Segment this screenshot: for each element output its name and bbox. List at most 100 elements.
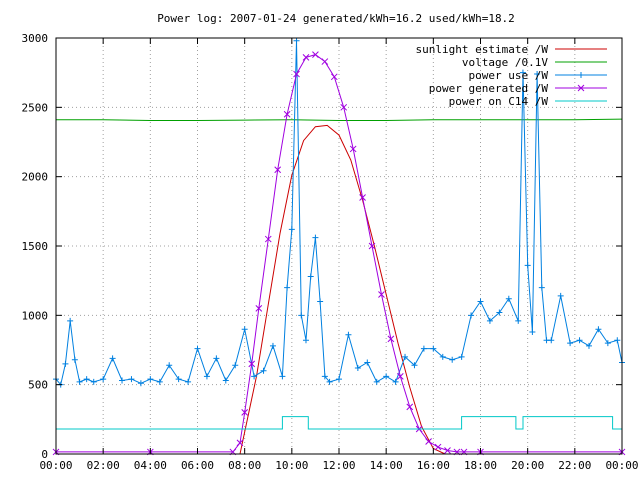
- y-tick-label: 500: [28, 379, 48, 392]
- series-1: [56, 118, 623, 121]
- data-point: [298, 312, 305, 319]
- legend-entry: power on C14 /W: [449, 95, 607, 108]
- legend-entry: voltage /0.1V: [462, 56, 607, 69]
- data-point: [585, 342, 592, 349]
- x-tick-label: 16:00: [417, 459, 450, 472]
- legend-label: sunlight estimate /W: [416, 43, 549, 56]
- data-point: [100, 376, 107, 383]
- data-point: [62, 360, 69, 367]
- series-4: [56, 416, 622, 430]
- data-point: [83, 376, 90, 383]
- chart-title: Power log: 2007-01-24 generated/kWh=16.2…: [157, 12, 515, 25]
- series-line: [56, 416, 622, 430]
- data-point: [222, 377, 229, 384]
- data-point: [359, 194, 366, 201]
- data-point: [406, 403, 414, 411]
- series-0: [239, 124, 446, 455]
- data-point: [538, 284, 545, 291]
- data-point: [175, 376, 182, 383]
- legend-label: power on C14 /W: [449, 95, 549, 108]
- legend-label: voltage /0.1V: [462, 56, 548, 69]
- y-tick-label: 2500: [22, 101, 49, 114]
- data-point: [274, 166, 282, 174]
- data-point: [248, 360, 256, 368]
- data-point: [147, 376, 154, 383]
- x-tick-label: 00:00: [39, 459, 72, 472]
- data-point: [293, 37, 300, 44]
- x-tick-label: 20:00: [511, 459, 544, 472]
- data-point: [194, 345, 201, 352]
- data-point: [312, 234, 319, 241]
- data-point: [411, 362, 418, 369]
- data-point: [302, 337, 309, 344]
- data-point: [67, 317, 74, 324]
- data-point: [402, 353, 409, 360]
- data-point: [321, 58, 329, 65]
- legend-entry: power generated /W: [429, 82, 607, 95]
- series-line: [56, 118, 623, 121]
- data-point: [505, 295, 512, 302]
- data-point: [340, 103, 348, 111]
- data-point: [283, 110, 291, 118]
- data-point: [458, 353, 465, 360]
- data-point: [548, 337, 555, 344]
- data-point: [595, 326, 602, 333]
- data-point: [449, 356, 456, 363]
- data-point: [354, 365, 361, 372]
- data-point: [373, 378, 380, 385]
- y-tick-label: 1500: [22, 240, 49, 253]
- data-point: [439, 353, 446, 360]
- data-point: [185, 378, 192, 385]
- data-point: [486, 317, 493, 324]
- data-point: [288, 226, 295, 233]
- series-layer: [52, 37, 626, 456]
- x-tick-label: 14:00: [370, 459, 403, 472]
- series-line: [239, 124, 446, 455]
- data-point: [434, 443, 442, 451]
- data-point: [312, 51, 319, 58]
- data-point: [420, 345, 427, 352]
- y-tick-label: 3000: [22, 32, 49, 45]
- data-point: [269, 342, 276, 349]
- legend-label: power use /W: [469, 69, 549, 82]
- data-point: [519, 69, 526, 76]
- data-point: [255, 305, 263, 312]
- data-point: [241, 326, 248, 333]
- legend-entry: power use /W: [469, 69, 607, 82]
- y-tick-label: 0: [41, 448, 48, 461]
- data-point: [302, 54, 310, 61]
- legend-marker: [578, 72, 584, 78]
- data-point: [557, 292, 564, 299]
- data-point: [614, 337, 621, 344]
- data-point: [496, 309, 503, 316]
- data-point: [137, 380, 144, 387]
- data-point: [109, 355, 116, 362]
- y-tick-label: 1000: [22, 309, 49, 322]
- data-point: [307, 273, 314, 280]
- x-tick-label: 18:00: [464, 459, 497, 472]
- series-2: [53, 37, 625, 388]
- data-point: [232, 362, 239, 369]
- data-point: [444, 447, 451, 454]
- x-tick-label: 04:00: [134, 459, 167, 472]
- data-point: [336, 376, 342, 383]
- x-tick-label: 12:00: [322, 459, 355, 472]
- data-point: [364, 359, 371, 366]
- axis-ticks: 00:00 02:00 04:00 06:00 08:00 10:00 12:00 14:00…: [22, 32, 639, 472]
- data-point: [279, 373, 286, 380]
- x-tick-label: 00:00: [605, 459, 638, 472]
- data-point: [430, 345, 437, 352]
- data-point: [317, 298, 324, 305]
- data-point: [203, 373, 210, 380]
- data-point: [90, 378, 97, 385]
- data-point: [468, 312, 475, 319]
- legend-entry: sunlight estimate /W: [416, 43, 607, 56]
- data-point: [345, 331, 352, 338]
- data-point: [293, 70, 300, 78]
- legend-label: power generated /W: [429, 82, 549, 95]
- data-point: [604, 340, 611, 347]
- data-point: [576, 337, 583, 344]
